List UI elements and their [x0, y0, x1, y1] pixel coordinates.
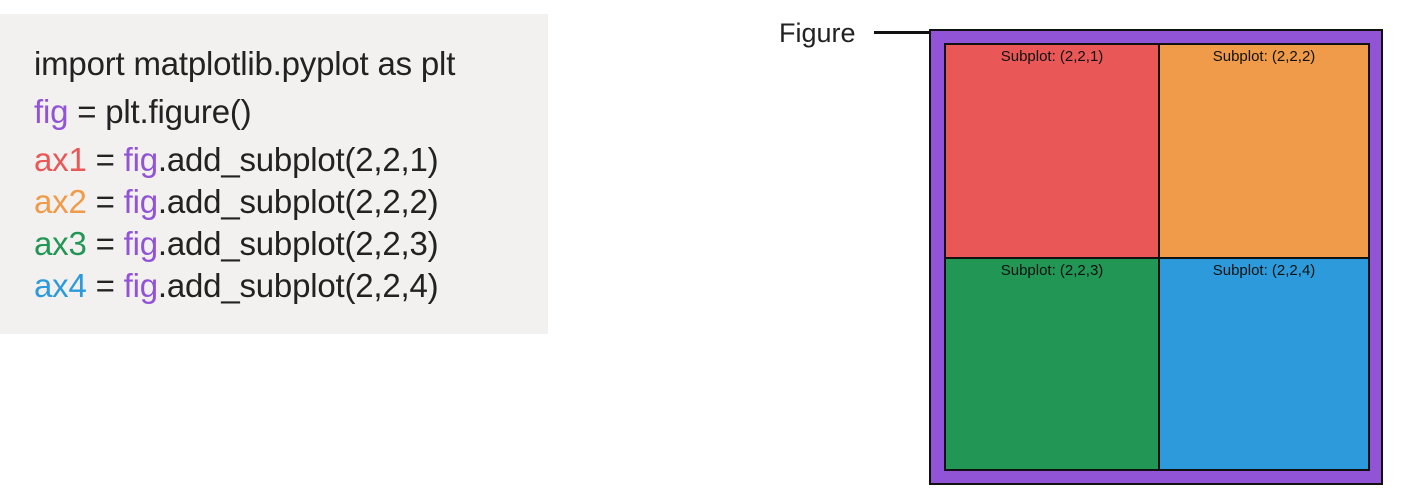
code-fig-reference: fig [123, 267, 158, 304]
code-text: = [86, 141, 124, 178]
code-text: import matplotlib.pyplot as plt [34, 45, 456, 82]
subplot-3-label: Subplot: (2,2,3) [1000, 262, 1104, 279]
code-text: = [86, 225, 124, 262]
code-fig-variable: fig [34, 93, 69, 130]
figure-pointer-line [874, 31, 932, 34]
code-fig-reference: fig [123, 141, 158, 178]
code-ax3-variable: ax3 [34, 225, 87, 262]
subplot-1-label: Subplot: (2,2,1) [1000, 48, 1104, 65]
subplot-3: Subplot: (2,2,3) [944, 257, 1160, 471]
subplot-1: Subplot: (2,2,1) [944, 43, 1160, 259]
code-line-ax1: ax1 = fig.add_subplot(2,2,1) [34, 140, 439, 180]
code-text: .add_subplot(2,2,2) [157, 183, 439, 220]
code-text: = [86, 267, 124, 304]
code-line-ax2: ax2 = fig.add_subplot(2,2,2) [34, 182, 439, 222]
code-ax2-variable: ax2 [34, 183, 87, 220]
subplot-2: Subplot: (2,2,2) [1158, 43, 1370, 259]
figure-label: Figure [779, 18, 856, 48]
code-ax1-variable: ax1 [34, 141, 87, 178]
code-line-figure: fig = plt.figure() [34, 92, 252, 132]
code-fig-reference: fig [123, 183, 158, 220]
code-line-import: import matplotlib.pyplot as plt [34, 44, 455, 84]
code-line-ax4: ax4 = fig.add_subplot(2,2,4) [34, 266, 439, 306]
code-text: .add_subplot(2,2,3) [157, 225, 439, 262]
subplot-2-label: Subplot: (2,2,2) [1212, 48, 1316, 65]
code-line-ax3: ax3 = fig.add_subplot(2,2,3) [34, 224, 439, 264]
code-text: = [86, 183, 124, 220]
code-text: = plt.figure() [68, 93, 252, 130]
subplot-4: Subplot: (2,2,4) [1158, 257, 1370, 471]
code-block: import matplotlib.pyplot as plt fig = pl… [0, 14, 548, 334]
code-fig-reference: fig [123, 225, 158, 262]
code-text: .add_subplot(2,2,1) [157, 141, 439, 178]
code-ax4-variable: ax4 [34, 267, 87, 304]
code-text: .add_subplot(2,2,4) [157, 267, 439, 304]
subplot-4-label: Subplot: (2,2,4) [1212, 262, 1316, 279]
